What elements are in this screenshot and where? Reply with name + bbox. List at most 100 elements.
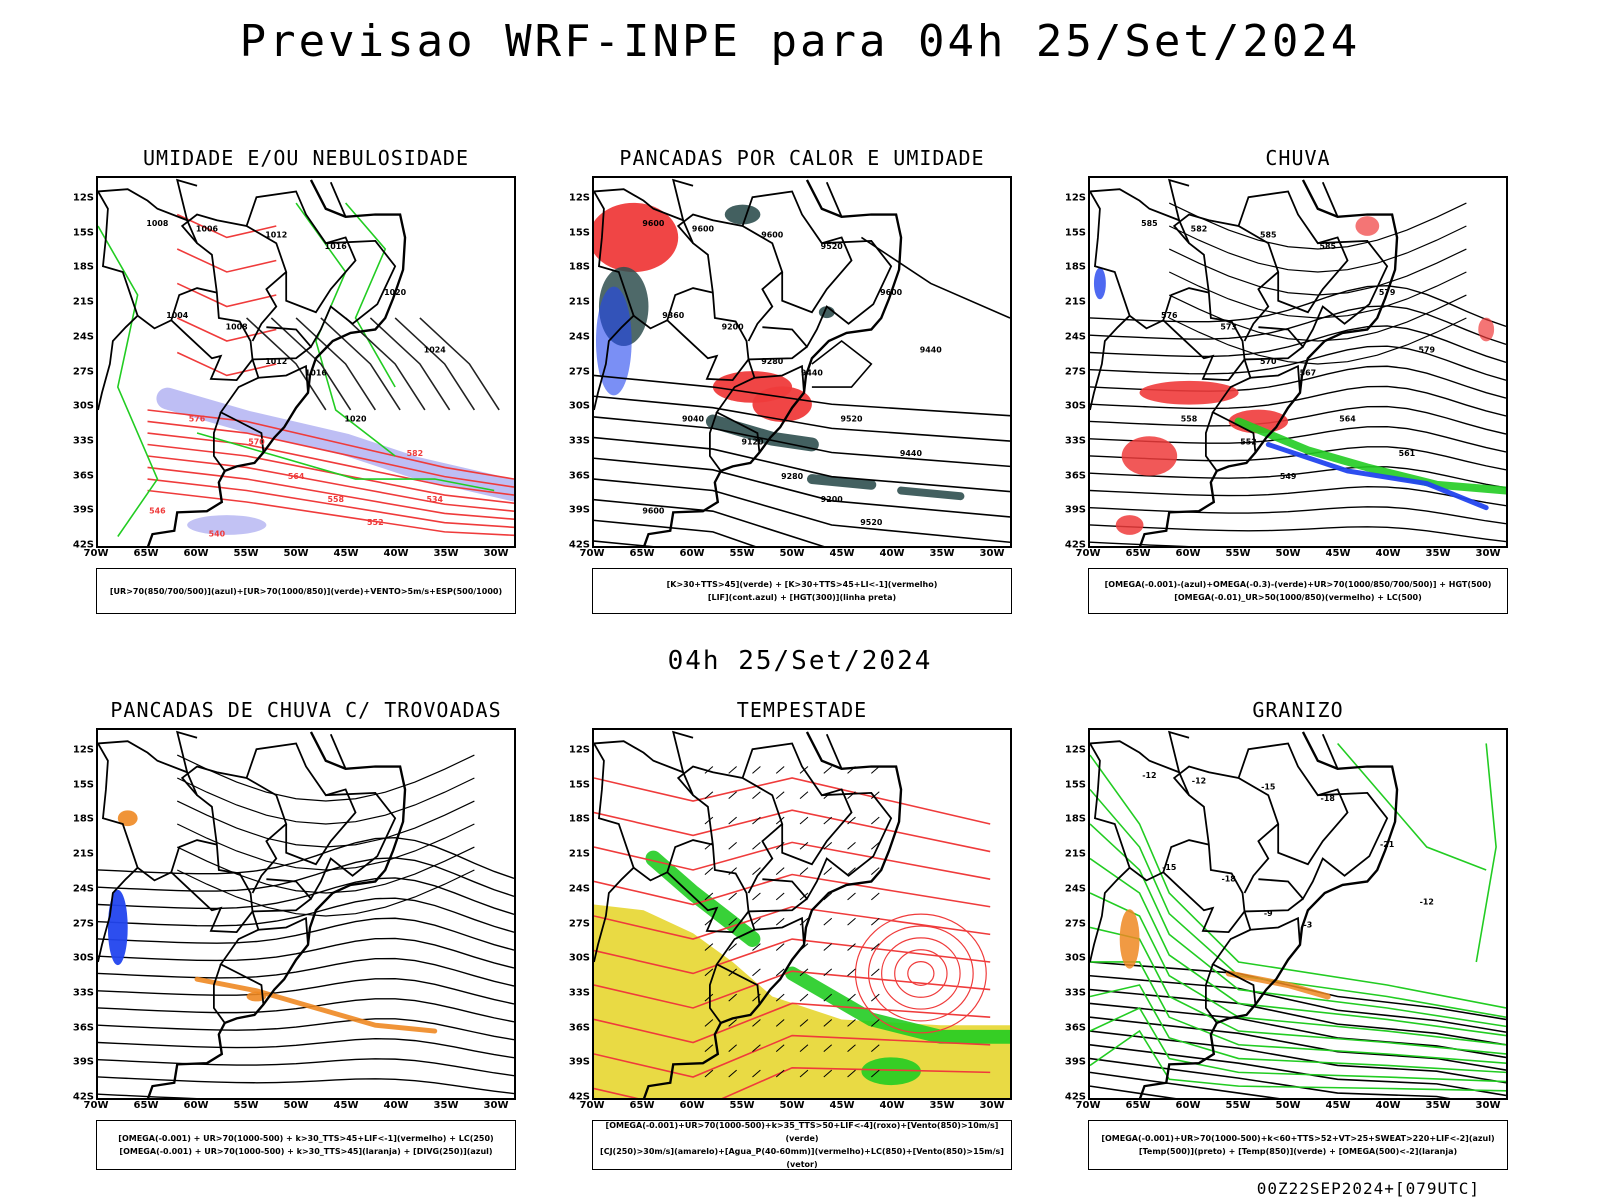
political-border	[266, 240, 397, 349]
longitude-tick-label: 50W	[283, 1100, 309, 1111]
contour-label: 9120	[741, 437, 764, 446]
contour-label: 9600	[761, 230, 784, 239]
wind-vector	[752, 1019, 761, 1027]
political-border	[594, 743, 635, 868]
contour-label: -21	[1380, 840, 1394, 849]
temp-500-contour	[1090, 988, 1506, 1046]
latitude-tick-label: 24S	[72, 883, 94, 895]
latitude-tick-label: 15S	[568, 227, 590, 239]
map-canvas: 9600 9600 9600 9520 9600 9440 9360 9200 9280 9440…	[594, 178, 1010, 546]
main-title: Previsao WRF-INPE para 04h 25/Set/2024	[239, 16, 1361, 67]
latitude-tick-label: 27S	[568, 366, 590, 377]
streamline-850	[594, 873, 991, 908]
wind-vector	[823, 867, 833, 875]
streamline-850	[594, 809, 991, 853]
instability-area	[724, 204, 761, 225]
political-border	[245, 190, 357, 314]
latitude-tick-label: 12S	[72, 744, 94, 756]
temp-500-contour	[1090, 1085, 1177, 1098]
omega-rh-area	[1139, 380, 1239, 405]
political-border	[1090, 191, 1131, 316]
political-border	[98, 188, 265, 453]
wind-vector	[775, 1019, 785, 1027]
panel-title-granizo: GRANIZO	[1252, 698, 1344, 722]
political-border	[754, 364, 805, 393]
political-border	[1168, 730, 1190, 773]
contour-line	[1090, 325, 1506, 363]
instability-area	[806, 474, 877, 490]
longitude-tick-label: 45W	[1325, 1100, 1351, 1111]
political-border	[212, 963, 226, 1024]
longitude-tick-label: 50W	[779, 1100, 805, 1111]
longitude-tick-label: 35W	[433, 548, 459, 559]
contour-label: 1020	[345, 414, 368, 423]
longitude-tick-label: 30W	[483, 1100, 509, 1111]
longitude-tick-label: 40W	[879, 1100, 905, 1111]
streamline-850	[594, 938, 991, 975]
longitude-tick-label: 65W	[133, 548, 159, 559]
political-border	[98, 191, 139, 316]
latitude-tick-label: 39S	[72, 1056, 94, 1068]
political-border	[170, 871, 254, 934]
political-border	[258, 916, 309, 945]
temp-850-contour	[1337, 742, 1487, 871]
longitude-tick-label: 40W	[1375, 548, 1401, 559]
longitude-tick-label: 50W	[1275, 548, 1301, 559]
political-border	[594, 740, 761, 1005]
humidity-contour	[345, 202, 396, 388]
contour-line	[176, 754, 475, 802]
contour-label: 9440	[801, 368, 824, 377]
latitude-tick-label: 21S	[568, 848, 590, 860]
wind-vector	[752, 968, 761, 977]
height-contour	[594, 436, 1010, 493]
contour-line	[1090, 486, 1506, 507]
political-border	[176, 730, 198, 773]
wind-vector	[823, 892, 833, 901]
longitude-tick-label: 70W	[579, 548, 605, 559]
wind-vector	[871, 943, 880, 951]
latitude-tick-label: 27S	[1064, 918, 1086, 929]
contour-label: -15	[1162, 863, 1176, 872]
contour-label: 9440	[920, 345, 943, 354]
thickness-contour	[147, 478, 514, 529]
longitude-tick-label: 40W	[383, 1100, 409, 1111]
longitude-tick-label: 65W	[1125, 1100, 1151, 1111]
longitude-tick-label: 70W	[1075, 1100, 1101, 1111]
map-canvas	[98, 730, 514, 1098]
longitude-axis: 70W 65W 60W 55W 50W 45W 40W 35W 30W	[84, 548, 516, 562]
contour-label: 9600	[880, 288, 903, 297]
political-border	[708, 963, 722, 1024]
wind-vector	[775, 993, 785, 1002]
wind-vector	[823, 943, 833, 951]
political-border	[1244, 346, 1304, 361]
political-border	[180, 765, 288, 894]
wind-vector	[704, 867, 714, 875]
contour-label: 1020	[384, 288, 407, 297]
political-border	[1090, 743, 1131, 868]
wind-vector	[704, 1019, 714, 1027]
latitude-tick-label: 36S	[568, 1022, 590, 1034]
latitude-tick-label: 18S	[1064, 261, 1086, 273]
valid-time-subtitle: 04h 25/Set/2024	[667, 646, 933, 676]
wind-vector	[847, 917, 856, 926]
temp-850-contour	[1090, 823, 1506, 1028]
contour-label: 9360	[662, 311, 685, 320]
height-contour	[594, 519, 756, 546]
wind-vector	[799, 1044, 809, 1053]
temp-500-contour	[1090, 1030, 1506, 1084]
contour-label: -12	[1142, 771, 1156, 780]
legend-line: [OMEGA(-0.001)+UR>70(1000-500)+k<60+TTS>…	[1101, 1134, 1495, 1143]
panel-title-tempestade: TEMPESTADE	[736, 698, 868, 722]
contour-label: 1012	[265, 230, 287, 239]
latitude-tick-label: 15S	[72, 227, 94, 239]
wind-vector	[847, 816, 856, 825]
contour-line	[1090, 524, 1506, 543]
omega-500-area	[1119, 909, 1140, 969]
longitude-tick-label: 60W	[1175, 548, 1201, 559]
thickness-contour	[147, 420, 514, 488]
political-border	[252, 346, 312, 361]
wind-vector	[871, 791, 880, 800]
wind-vector	[823, 1044, 833, 1053]
wind-vector	[799, 816, 809, 825]
political-border	[98, 740, 265, 1005]
